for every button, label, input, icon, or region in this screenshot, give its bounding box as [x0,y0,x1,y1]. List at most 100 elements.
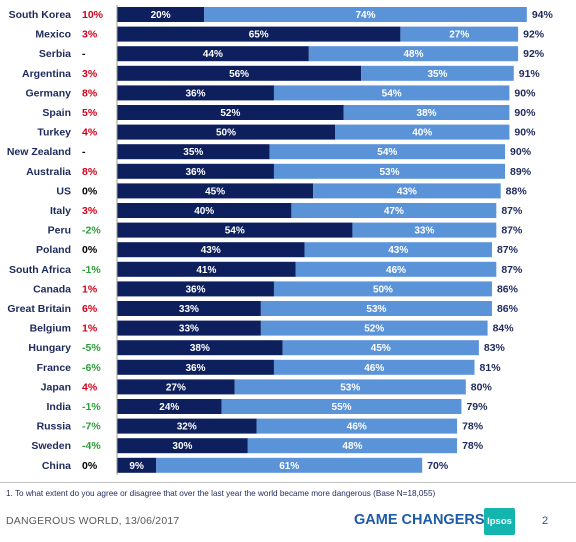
bar-segment-series2 [291,203,497,218]
series1-value-label: 45% [205,186,225,197]
total-value-label: 88% [506,185,528,197]
series2-value-label: 38% [417,108,437,119]
change-label: 0% [82,185,98,197]
bar-segment-series2 [247,438,458,454]
change-label: 4% [82,381,98,393]
change-label: 1% [82,323,98,335]
page-number: 2 [542,515,549,527]
series1-value-label: 33% [179,304,199,315]
series2-value-label: 74% [356,10,376,21]
bar-segment-series2 [352,222,497,238]
country-label: Great Britain [7,303,71,315]
country-label: Hungary [28,342,71,354]
series1-value-label: 38% [190,343,210,354]
total-value-label: 83% [484,342,506,354]
country-label: France [37,362,72,374]
series2-value-label: 45% [371,343,391,354]
bar-segment-series1 [117,438,248,454]
bar-segment-series2 [313,183,501,199]
country-label: Japan [41,381,71,393]
change-label: 3% [82,205,98,217]
total-value-label: 86% [497,303,519,315]
series1-value-label: 36% [185,363,205,374]
footnote-divider [0,482,576,483]
series2-value-label: 47% [384,206,404,217]
series2-value-label: 35% [427,69,447,80]
change-label: - [82,48,86,60]
bar-segment-series1 [117,242,305,258]
total-value-label: 92% [523,29,545,41]
bar-segment-series1 [117,320,261,336]
total-value-label: 90% [514,87,536,99]
series2-value-label: 33% [414,226,434,237]
series2-value-label: 54% [382,88,402,99]
bar-segment-series2 [273,359,475,375]
total-value-label: 90% [510,146,532,158]
series2-value-label: 53% [340,382,360,393]
series1-value-label: 44% [203,49,223,60]
country-label: Peru [48,225,71,237]
change-label: -2% [82,225,101,237]
country-label: Canada [33,283,71,295]
change-label: -7% [82,421,101,433]
series1-value-label: 24% [159,402,179,413]
series1-value-label: 32% [177,422,197,433]
country-label: Mexico [35,29,71,41]
series1-value-label: 40% [194,206,214,217]
total-value-label: 78% [462,440,484,452]
total-value-label: 70% [427,460,449,472]
change-label: 4% [82,127,98,139]
series1-value-label: 36% [185,284,205,295]
bar-segment-series2 [308,46,519,62]
change-label: - [82,146,86,158]
bar-segment-series2 [204,7,527,22]
bar-segment-series1 [117,144,270,160]
change-label: 0% [82,244,98,256]
total-value-label: 87% [501,225,523,237]
total-value-label: 78% [462,421,484,433]
series1-value-label: 30% [172,441,192,452]
series1-value-label: 52% [220,108,240,119]
bar-segment-series1 [117,457,157,473]
total-value-label: 79% [466,401,488,413]
total-value-label: 87% [501,205,523,217]
bar-segment-series1 [117,418,257,434]
change-label: 8% [82,166,98,178]
series1-value-label: 36% [185,88,205,99]
bar-segment-series2 [273,163,506,179]
bar-segment-series2 [221,399,462,414]
series2-value-label: 50% [373,284,393,295]
series2-value-label: 48% [403,49,423,60]
series1-value-label: 33% [179,324,199,335]
bar-segment-series1 [117,85,274,101]
bar-segment-series1 [117,183,314,199]
bar-segment-series1 [117,399,222,414]
bar-segment-series1 [117,379,235,395]
bar-segment-series1 [117,65,362,81]
country-label: Poland [36,244,71,256]
change-label: -4% [82,440,101,452]
ipsos-logo: Ipsos [484,508,515,535]
bar-segment-series1 [117,46,309,62]
country-label: Turkey [37,127,71,139]
change-label: -5% [82,342,101,354]
country-label: South Africa [9,264,71,276]
bar-segment-series1 [117,281,274,297]
series1-value-label: 9% [129,461,144,472]
bar-segment-series2 [400,26,519,42]
series1-value-label: 56% [229,69,249,80]
country-label: Spain [42,107,71,119]
footer-report-title: DANGEROUS WORLD, 13/06/2017 [6,515,180,527]
change-label: -1% [82,264,101,276]
bar-segment-series2 [273,85,510,101]
total-value-label: 86% [497,283,519,295]
country-label: China [42,460,71,472]
series2-value-label: 40% [412,128,432,139]
bar-segment-series2 [156,457,423,473]
bar-segment-series2 [361,65,514,81]
change-label: 3% [82,68,98,80]
series1-value-label: 43% [201,245,221,256]
series2-value-label: 46% [364,363,384,374]
total-value-label: 81% [480,362,502,374]
footnote: 1. To what extent do you agree or disagr… [6,489,436,498]
